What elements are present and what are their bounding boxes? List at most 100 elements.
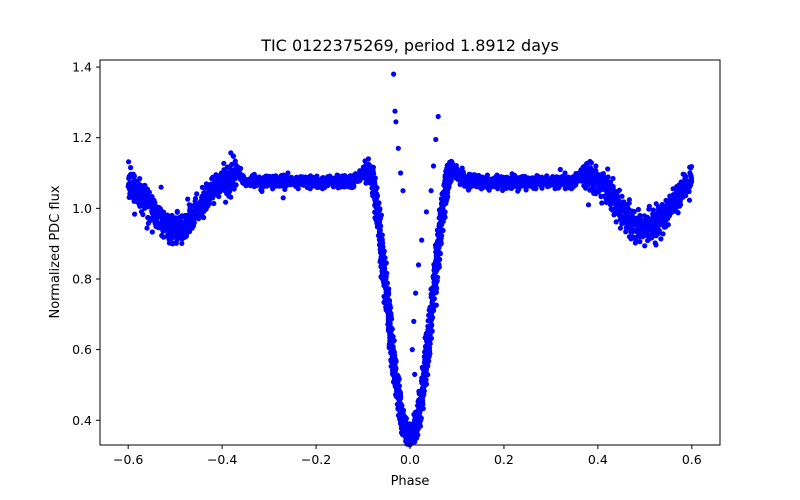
- data-point: [598, 193, 604, 200]
- data-point: [637, 239, 643, 245]
- data-point: [626, 200, 632, 206]
- data-point: [158, 208, 164, 214]
- data-point: [186, 212, 192, 218]
- data-point: [158, 221, 164, 227]
- data-point: [403, 415, 409, 422]
- x-tick-label: −0.4: [207, 452, 237, 467]
- outlier-point: [391, 71, 397, 77]
- data-point: [593, 191, 599, 197]
- data-point: [613, 190, 619, 197]
- data-point: [230, 167, 236, 173]
- outlier-point: [430, 163, 437, 169]
- data-point: [623, 229, 629, 235]
- data-point: [666, 202, 672, 208]
- data-point: [629, 208, 635, 214]
- outlier-point: [412, 371, 418, 377]
- data-point: [135, 190, 141, 196]
- x-axis-label: Phase: [391, 474, 430, 489]
- y-axis-label: Normalized PDC flux: [48, 185, 63, 318]
- data-point: [131, 198, 137, 204]
- y-tick-label: 1.4: [72, 60, 92, 75]
- data-point: [581, 183, 587, 189]
- outlier-point: [557, 166, 563, 173]
- data-point: [616, 198, 622, 204]
- x-tick-label: −0.2: [301, 452, 331, 467]
- data-point: [146, 202, 152, 208]
- data-point: [485, 179, 492, 185]
- data-point: [646, 206, 652, 212]
- data-point: [593, 163, 599, 169]
- data-point: [580, 166, 587, 172]
- data-point: [277, 179, 283, 185]
- data-point: [679, 181, 685, 187]
- data-point: [127, 180, 133, 186]
- data-point: [374, 193, 380, 199]
- outlier-point: [415, 262, 422, 268]
- data-point: [383, 275, 389, 281]
- data-point: [628, 216, 634, 222]
- data-point: [373, 210, 379, 216]
- outlier-point: [419, 237, 425, 243]
- data-point: [677, 185, 683, 191]
- data-point: [645, 237, 651, 244]
- data-point: [610, 175, 616, 182]
- data-point: [214, 192, 220, 198]
- data-point: [382, 266, 388, 272]
- data-point: [149, 209, 155, 215]
- data-point: [367, 179, 373, 185]
- outlier-point: [285, 170, 291, 176]
- data-point: [582, 176, 588, 182]
- data-point: [241, 180, 247, 187]
- data-point: [370, 193, 376, 199]
- data-point: [411, 411, 417, 418]
- data-point: [527, 176, 533, 182]
- data-point: [352, 171, 359, 177]
- data-point: [422, 357, 428, 363]
- data-point: [650, 211, 656, 217]
- data-point: [436, 251, 442, 257]
- data-point: [436, 239, 442, 245]
- data-point: [564, 175, 570, 181]
- data-point: [143, 197, 149, 203]
- outlier-point: [433, 136, 439, 143]
- data-point: [267, 182, 273, 188]
- data-point: [423, 362, 429, 368]
- data-point: [350, 184, 357, 190]
- data-point: [187, 217, 193, 223]
- data-point: [589, 167, 595, 173]
- data-point: [446, 163, 452, 169]
- data-point: [517, 182, 523, 188]
- data-point: [670, 186, 676, 192]
- data-point: [677, 202, 684, 208]
- data-point: [198, 211, 205, 217]
- data-point: [421, 386, 427, 392]
- data-points: [125, 71, 695, 448]
- data-point: [577, 173, 583, 179]
- data-point: [217, 189, 223, 195]
- data-point: [616, 187, 623, 193]
- data-point: [420, 405, 426, 412]
- x-axis-ticks: −0.6 −0.4 −0.2 0.0 0.2 0.4 0.6: [113, 445, 702, 467]
- data-point: [170, 221, 176, 227]
- data-point: [599, 200, 605, 206]
- data-point: [634, 227, 640, 233]
- data-point: [642, 217, 648, 223]
- data-point: [386, 286, 392, 292]
- data-point: [498, 174, 504, 180]
- data-point: [369, 185, 375, 191]
- data-point: [197, 206, 203, 212]
- data-point: [287, 176, 293, 182]
- data-point: [613, 219, 619, 225]
- data-point: [393, 392, 399, 398]
- data-point: [426, 312, 432, 318]
- data-point: [469, 182, 475, 188]
- data-point: [433, 302, 439, 308]
- data-point: [434, 278, 440, 284]
- data-point: [238, 165, 244, 172]
- chart-title: TIC 0122375269, period 1.8912 days: [260, 36, 559, 55]
- data-point: [138, 209, 145, 215]
- data-point: [379, 250, 385, 256]
- data-point: [303, 176, 309, 182]
- data-point: [129, 173, 135, 179]
